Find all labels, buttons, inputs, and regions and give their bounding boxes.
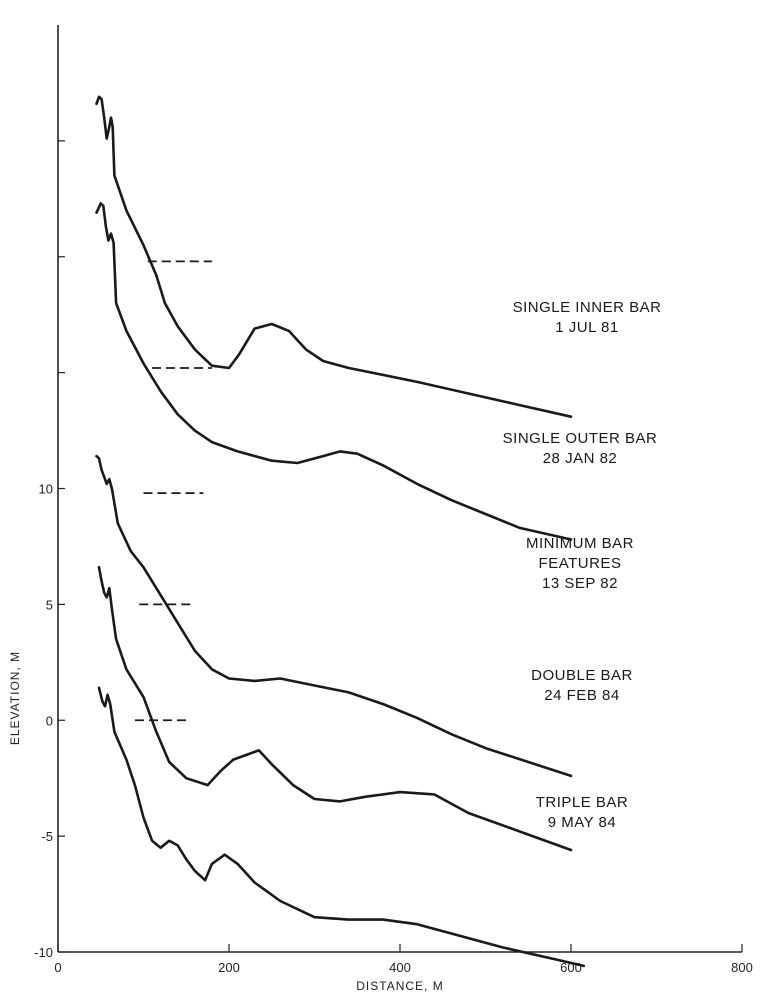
profile-annotation: SINGLE OUTER BAR 28 JAN 82 [503,430,658,467]
y-tick-label: 0 [46,713,53,728]
profile-line [95,202,573,541]
y-tick-label: 5 [46,597,53,612]
annotation-line: MINIMUM BAR [526,535,634,552]
annotation-line: TRIPLE BAR [536,794,629,811]
annotation-line: 1 JUL 81 [555,319,618,336]
profile-annotation: MINIMUM BAR FEATURES 13 SEP 82 [526,535,634,592]
profile-line [97,686,586,968]
y-tick-label: -10 [34,945,53,960]
profile-line [97,566,573,852]
x-tick-label: 0 [54,960,61,975]
y-tick-label: 10 [39,482,53,497]
profile-annotation: SINGLE INNER BAR 1 JUL 81 [513,299,662,336]
annotation-line: 13 SEP 82 [542,575,618,592]
y-axis-label: ELEVATION, M [8,651,22,745]
y-tick-label: -5 [41,829,53,844]
x-tick-label: 800 [731,960,753,975]
profile-annotation: DOUBLE BAR 24 FEB 84 [531,667,633,704]
profile-line [95,454,573,778]
annotation-line: 9 MAY 84 [548,814,616,831]
annotation-line: 24 FEB 84 [544,687,619,704]
x-axis-label: DISTANCE, M [356,979,443,993]
profiles [95,95,586,968]
profile-annotation: TRIPLE BAR 9 MAY 84 [536,794,629,831]
profile-line [95,95,573,418]
annotation-line: DOUBLE BAR [531,667,633,684]
annotation-line: 28 JAN 82 [543,450,618,467]
x-tick-label: 200 [218,960,240,975]
annotation-line: SINGLE OUTER BAR [503,430,658,447]
annotations: SINGLE INNER BAR 1 JUL 81 SINGLE OUTER BAR… [503,299,662,831]
annotation-line: SINGLE INNER BAR [513,299,662,316]
annotation-line: FEATURES [539,555,622,572]
x-tick-label: 400 [389,960,411,975]
